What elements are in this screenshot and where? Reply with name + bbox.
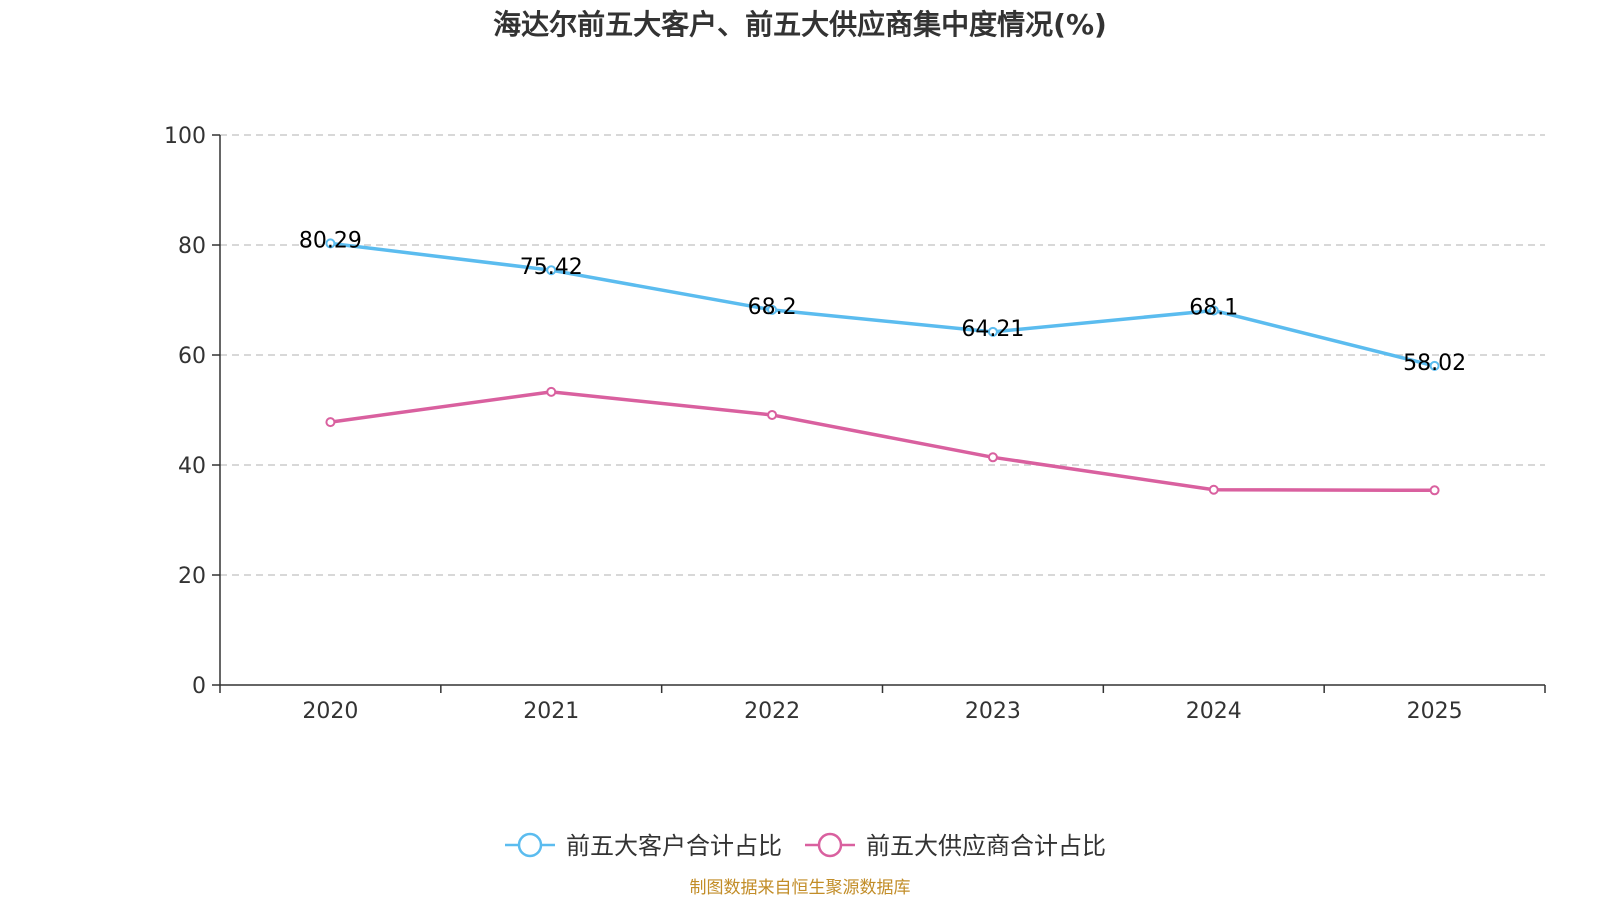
series-1-point-2025 bbox=[1429, 485, 1440, 496]
source-note: 制图数据来自恒生聚源数据库 bbox=[690, 878, 911, 898]
x-tick-label: 2022 bbox=[744, 699, 800, 724]
legend-label: 前五大供应商合计占比 bbox=[866, 832, 1106, 860]
data-label: 64.21 bbox=[961, 317, 1024, 342]
data-label: 68.2 bbox=[748, 295, 797, 320]
series-0-point-2023 bbox=[987, 326, 998, 337]
grid-lines bbox=[220, 134, 1545, 576]
series-line-1 bbox=[330, 390, 1435, 493]
series-1-point-2024 bbox=[1208, 484, 1219, 495]
axes: 0 20 40 60 80 100 2020 2021 2022 2023 2024 2025 bbox=[164, 124, 1546, 724]
series-0-point-2022 bbox=[767, 304, 778, 315]
series-line-0 bbox=[330, 241, 1436, 368]
y-tick-label: 80 bbox=[178, 234, 206, 259]
x-tick-label: 2020 bbox=[302, 699, 358, 724]
series-1-point-2023 bbox=[987, 452, 998, 463]
chart-title: 海达尔前五大客户、前五大供应商集中度情况(%) bbox=[493, 8, 1107, 41]
y-tick-label: 100 bbox=[164, 124, 206, 149]
series-0-point-2020 bbox=[325, 238, 336, 249]
y-tick-label: 20 bbox=[178, 564, 206, 589]
data-label: 75.42 bbox=[520, 255, 583, 280]
legend-label: 前五大客户合计占比 bbox=[566, 832, 782, 860]
x-tick-label: 2023 bbox=[965, 699, 1021, 724]
legend-circle-icon bbox=[817, 832, 843, 858]
series-1-point-2022 bbox=[767, 409, 778, 420]
x-tick-label: 2021 bbox=[523, 699, 579, 724]
series-0-point-2024 bbox=[1208, 305, 1219, 316]
legend-item-0[interactable]: 前五大客户合计占比 bbox=[505, 832, 782, 860]
y-tick-label: 0 bbox=[192, 674, 206, 699]
y-tick-label: 40 bbox=[178, 454, 206, 479]
legend: 前五大客户合计占比 前五大供应商合计占比 bbox=[505, 832, 1106, 860]
series-0-point-2025 bbox=[1429, 360, 1440, 371]
data-label: 80.29 bbox=[299, 228, 362, 253]
x-tick-label: 2024 bbox=[1186, 699, 1242, 724]
legend-circle-icon bbox=[517, 832, 543, 858]
x-tick-label: 2025 bbox=[1407, 699, 1463, 724]
data-label: 58.02 bbox=[1403, 351, 1466, 376]
data-labels: 80.29 75.42 68.2 64.21 68.1 58.02 bbox=[299, 228, 1466, 375]
series-layer bbox=[325, 238, 1440, 496]
series-0-point-2021 bbox=[546, 265, 557, 276]
legend-item-1[interactable]: 前五大供应商合计占比 bbox=[805, 832, 1106, 860]
series-1-point-2021 bbox=[546, 386, 557, 397]
y-tick-label: 60 bbox=[178, 344, 206, 369]
series-1-point-2020 bbox=[325, 417, 336, 428]
data-label: 68.1 bbox=[1189, 295, 1238, 320]
